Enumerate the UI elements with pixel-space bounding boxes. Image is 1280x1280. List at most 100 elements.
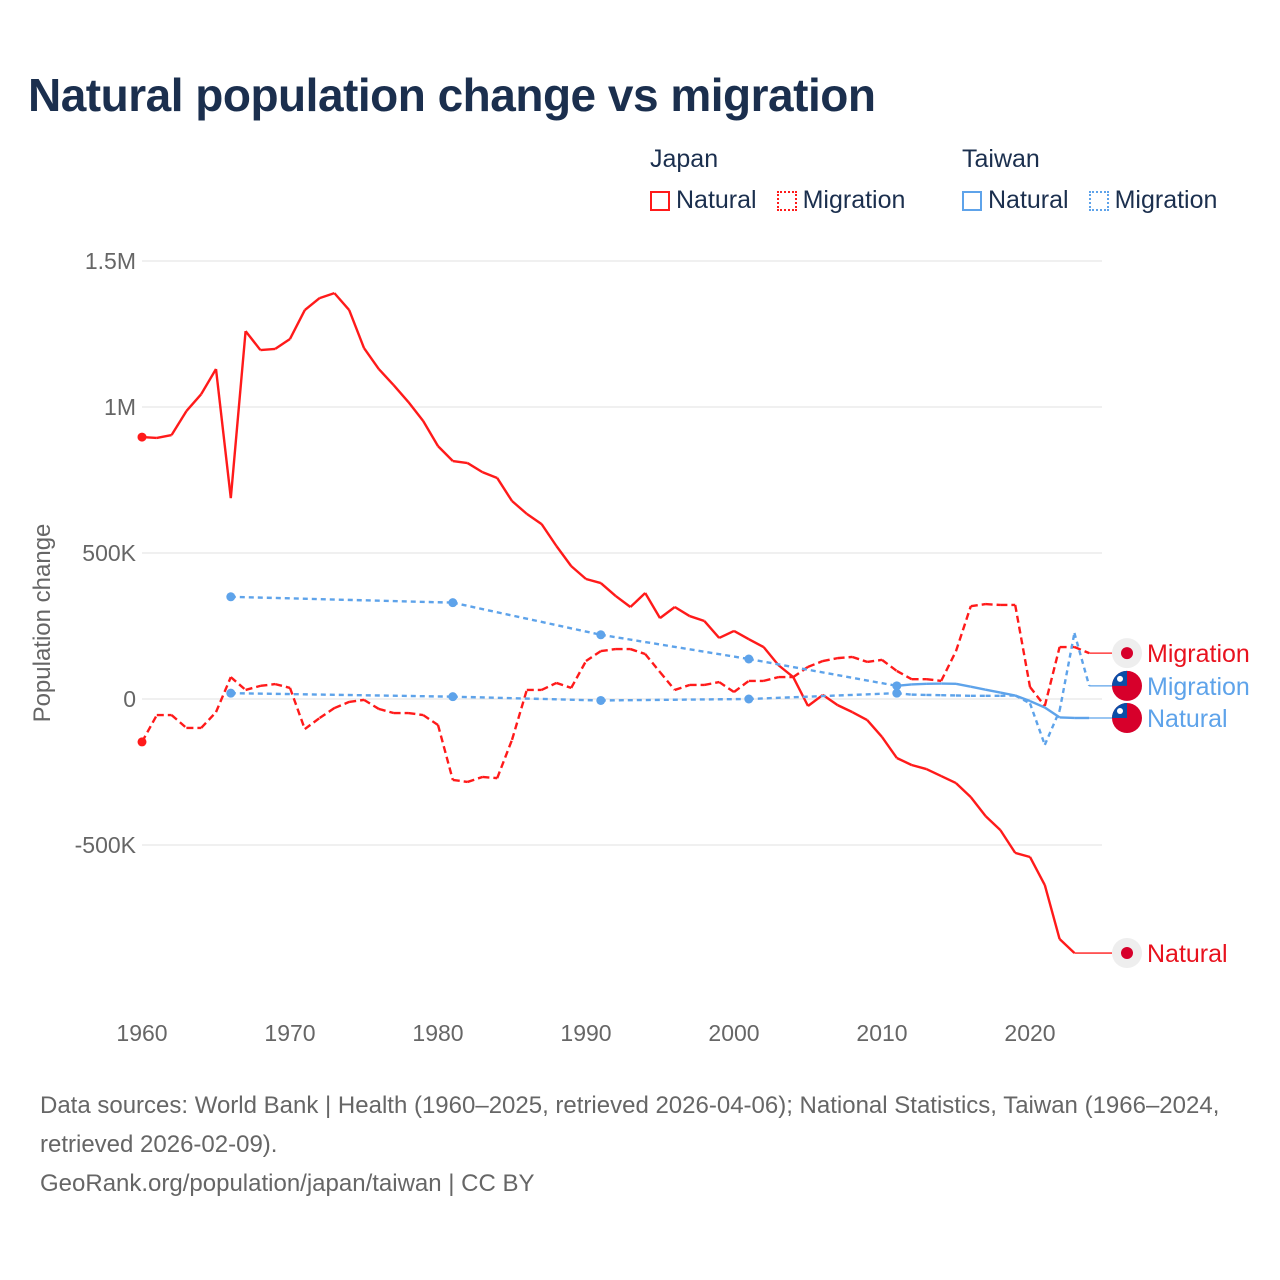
line-segment: [260, 347, 276, 352]
line-segment: [896, 669, 913, 681]
line-segment: [1043, 646, 1061, 707]
line-segment: [940, 775, 957, 785]
line-segment: [481, 470, 498, 480]
line-segment: [1043, 710, 1061, 746]
solid-swatch-icon: [650, 190, 670, 211]
line-segment: [954, 605, 972, 652]
line-segment: [541, 681, 557, 692]
line-segment: [200, 711, 217, 729]
line-segment: [511, 500, 528, 515]
end-label-text: Natural: [1147, 705, 1228, 733]
line-segment: [837, 704, 853, 714]
line-segment: [1029, 699, 1046, 709]
credit-link[interactable]: GeoRank.org/population/japan/taiwan | CC…: [40, 1170, 535, 1197]
line-segment: [911, 682, 927, 686]
japan-flag-icon: [1121, 947, 1133, 960]
data-point: [744, 654, 754, 664]
x-tick-label: 1970: [264, 1020, 315, 1046]
line-segment: [510, 689, 528, 741]
line-segment: [1059, 716, 1075, 720]
line-segment: [718, 629, 735, 640]
line-segment: [822, 656, 838, 663]
line-segment: [452, 459, 468, 465]
line-segment: [984, 815, 1002, 831]
line-segment: [482, 775, 498, 780]
line-segment: [185, 393, 203, 412]
line-segment: [1043, 884, 1061, 940]
line-segment: [985, 688, 1001, 694]
line-segment: [452, 601, 602, 636]
line-segment: [837, 655, 853, 660]
series-taiwan-natural: [226, 592, 1112, 720]
line-segment: [1073, 632, 1091, 687]
japan-flag-icon: [1121, 647, 1133, 660]
line-segment: [260, 682, 276, 688]
y-tick-label: 500K: [82, 540, 136, 566]
y-tick-label: 1M: [104, 394, 136, 420]
line-segment: [807, 659, 824, 668]
line-segment: [333, 700, 350, 710]
line-segment: [585, 650, 602, 663]
taiwan-sun-icon: [1117, 675, 1123, 682]
line-segment: [349, 698, 365, 704]
line-segment: [896, 756, 913, 767]
x-axis-ticks: 1960 1970 1980 1990 2000 2010 2020: [116, 1020, 1055, 1046]
line-segment: [748, 657, 898, 688]
legend-japan-migration[interactable]: Migration: [776, 186, 905, 215]
legend-group-taiwan: Taiwan: [962, 145, 1040, 173]
line-segment: [777, 664, 794, 679]
line-segment: [214, 676, 232, 713]
line-segment: [925, 767, 942, 778]
line-segment: [955, 682, 972, 688]
line-segment: [911, 763, 927, 771]
line-segment: [1028, 856, 1046, 886]
end-label-japan-natural: Natural: [1112, 938, 1228, 969]
line-segment: [866, 719, 883, 738]
line-segment: [630, 647, 646, 656]
line-segment: [540, 523, 558, 547]
x-tick-label: 1980: [412, 1020, 463, 1046]
line-segment: [570, 660, 588, 689]
line-segment: [229, 330, 247, 499]
x-tick-label: 2000: [708, 1020, 759, 1046]
line-segment: [288, 309, 306, 340]
dotted-swatch-icon: [1088, 190, 1109, 211]
y-tick-label: 0: [123, 686, 136, 712]
line-segment: [1029, 686, 1046, 707]
line-segment: [748, 638, 765, 649]
line-segment: [304, 297, 321, 311]
line-segment: [970, 602, 986, 608]
line-segment: [674, 683, 690, 692]
data-point: [137, 737, 147, 747]
data-point: [448, 692, 458, 702]
footer: Data sources: World Bank | Health (1960–…: [40, 1086, 1250, 1203]
series-taiwan-migration: [226, 632, 1112, 746]
series-japan-natural: [137, 291, 1112, 954]
line-segment: [999, 829, 1017, 854]
legend-japan-natural[interactable]: Natural: [650, 186, 757, 215]
end-label-taiwan-natural: Natural: [1112, 702, 1228, 733]
legend-taiwan-items: Natural Migration: [962, 186, 1237, 215]
line-segment: [230, 595, 453, 604]
line-segment: [659, 606, 676, 620]
line-segment: [1073, 645, 1090, 655]
data-point: [137, 432, 147, 442]
legend-taiwan-migration[interactable]: Migration: [1088, 186, 1218, 215]
line-segment: [422, 714, 439, 726]
line-segment: [969, 796, 987, 817]
end-label-text: Natural: [1147, 940, 1228, 968]
legend-label: Migration: [1114, 186, 1218, 214]
line-segment: [644, 592, 662, 619]
line-segment: [1058, 632, 1076, 711]
x-tick-label: 1990: [560, 1020, 611, 1046]
line-segment: [718, 681, 735, 693]
legend-taiwan-natural[interactable]: Natural: [962, 186, 1069, 215]
gridlines: [142, 260, 1102, 846]
line-segment: [1014, 694, 1031, 705]
line-segment: [319, 291, 335, 300]
line-segment: [614, 594, 632, 608]
line-segment: [408, 711, 424, 717]
end-label-taiwan-migration: Migration: [1112, 670, 1250, 701]
line-segment: [363, 698, 380, 710]
line-segment: [422, 420, 440, 447]
